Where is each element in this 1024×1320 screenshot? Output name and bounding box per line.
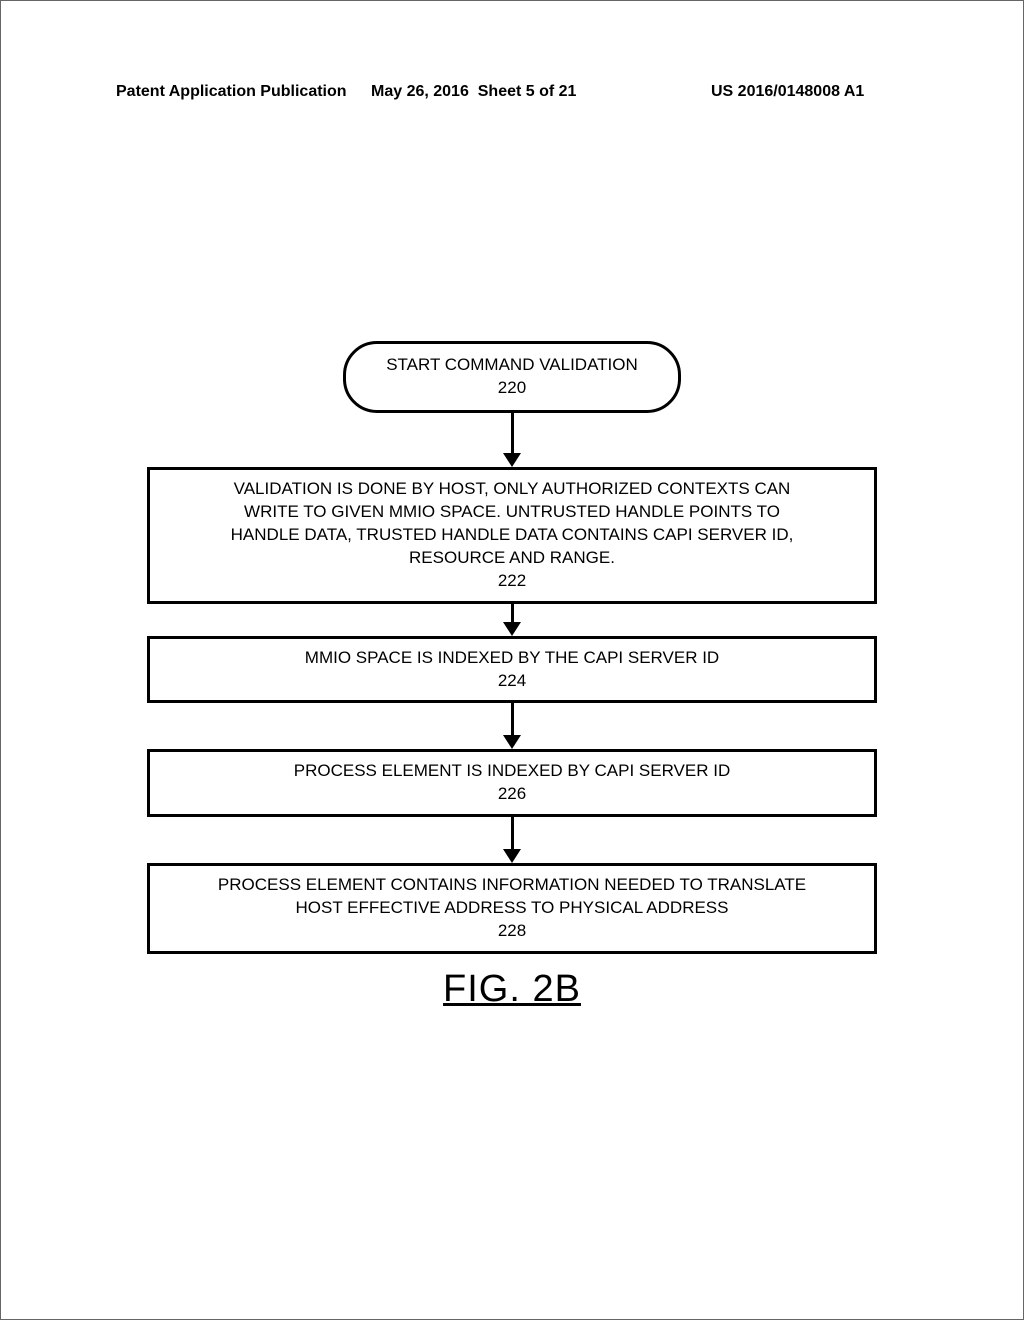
page-frame: Patent Application Publication May 26, 2… [0,0,1024,1320]
p226-l1: PROCESS ELEMENT IS INDEXED BY CAPI SERVE… [166,760,858,783]
header-date: May 26, 2016 [371,83,469,100]
p224-l1: MMIO SPACE IS INDEXED BY THE CAPI SERVER… [166,647,858,670]
p222-l4: RESOURCE AND RANGE. [166,547,858,570]
start-num: 220 [386,377,638,400]
process-228: PROCESS ELEMENT CONTAINS INFORMATION NEE… [147,863,877,954]
arrow-2 [503,604,521,636]
p228-l1: PROCESS ELEMENT CONTAINS INFORMATION NEE… [166,874,858,897]
process-224: MMIO SPACE IS INDEXED BY THE CAPI SERVER… [147,636,877,704]
arrow-3 [503,703,521,749]
flowchart: START COMMAND VALIDATION 220 VALIDATION … [147,341,877,1011]
arrow-head-icon [503,453,521,467]
figure-label: FIG. 2B [443,968,581,1011]
header-docnum: US 2016/0148008 A1 [711,83,864,101]
p228-l2: HOST EFFECTIVE ADDRESS TO PHYSICAL ADDRE… [166,897,858,920]
start-terminator: START COMMAND VALIDATION 220 [343,341,681,413]
p222-l1: VALIDATION IS DONE BY HOST, ONLY AUTHORI… [166,478,858,501]
p222-l3: HANDLE DATA, TRUSTED HANDLE DATA CONTAIN… [166,524,858,547]
start-text: START COMMAND VALIDATION [386,354,638,377]
arrow-head-icon [503,735,521,749]
arrow-1 [503,413,521,467]
p224-num: 224 [166,670,858,693]
arrow-4 [503,817,521,863]
arrow-shaft [511,413,514,453]
p222-l2: WRITE TO GIVEN MMIO SPACE. UNTRUSTED HAN… [166,501,858,524]
arrow-shaft [511,604,514,622]
process-226: PROCESS ELEMENT IS INDEXED BY CAPI SERVE… [147,749,877,817]
arrow-head-icon [503,849,521,863]
arrow-shaft [511,703,514,735]
p228-num: 228 [166,920,858,943]
header-date-sheet: May 26, 2016 Sheet 5 of 21 [371,83,576,101]
header-publication: Patent Application Publication [116,83,347,101]
arrow-head-icon [503,622,521,636]
process-222: VALIDATION IS DONE BY HOST, ONLY AUTHORI… [147,467,877,604]
p226-num: 226 [166,783,858,806]
header-sheet: Sheet 5 of 21 [478,83,577,100]
p222-num: 222 [166,570,858,593]
arrow-shaft [511,817,514,849]
